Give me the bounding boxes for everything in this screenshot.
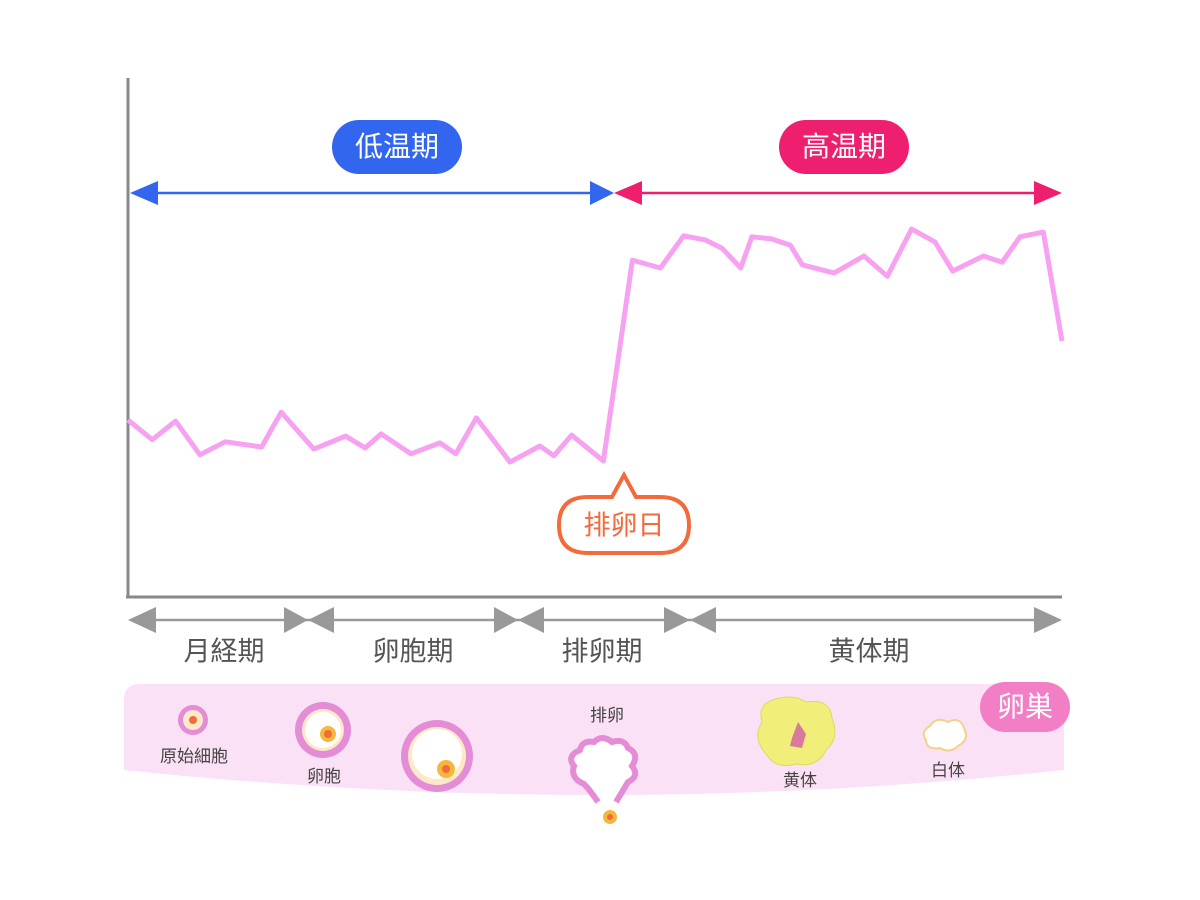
- phase-label: 排卵期: [562, 637, 643, 668]
- phase-label: 月経期: [184, 637, 265, 668]
- stage-label: 排卵: [590, 706, 624, 726]
- stage-label: 白体: [931, 761, 965, 781]
- phase-label: 卵胞期: [373, 637, 454, 668]
- ovary-label: 卵巣: [997, 690, 1053, 723]
- ovulation-label: 排卵日: [584, 511, 665, 542]
- high-phase-label: 高温期: [802, 130, 886, 163]
- low-phase-label: 低温期: [355, 130, 439, 163]
- stage-label: 原始細胞: [160, 747, 228, 767]
- ovary-badge: [980, 682, 1070, 732]
- phase-label: 黄体期: [829, 637, 910, 668]
- high-phase-arrow: [614, 181, 1062, 205]
- phase-arrows: [128, 607, 1062, 633]
- low-phase-arrow: [130, 181, 614, 205]
- stage-label: 黄体: [783, 771, 817, 791]
- high-badge: [779, 120, 909, 174]
- low-badge: [332, 120, 462, 174]
- ovulation-bubble: [556, 470, 692, 555]
- temperature-line: [126, 226, 1065, 465]
- stage-label: 卵胞: [307, 767, 341, 787]
- ovulation-icon: [568, 735, 639, 824]
- corpus-luteum-icon: [757, 696, 836, 767]
- corpus-albicans-icon: [922, 718, 967, 752]
- primordial-icon: [178, 705, 208, 735]
- follicle-icon: [295, 702, 473, 792]
